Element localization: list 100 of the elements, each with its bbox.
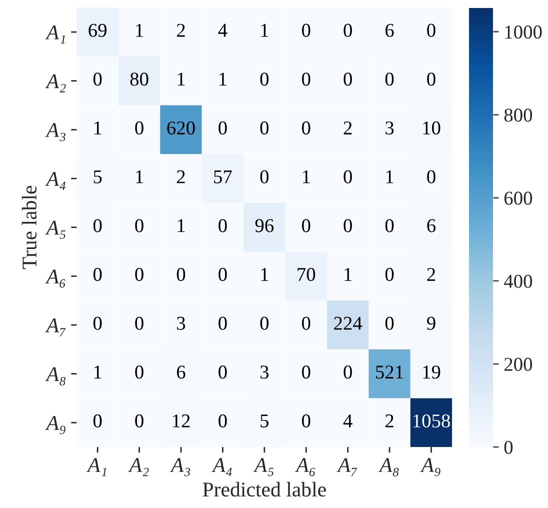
data-label: 0	[93, 72, 102, 86]
data-label: 1	[178, 219, 185, 232]
color-bar-label: 600	[504, 192, 532, 205]
data-label: 0	[93, 268, 102, 282]
y-tick-label: A₉	[45, 416, 66, 434]
y-tick-label: A₂	[45, 74, 66, 92]
data-label: 0	[93, 316, 102, 330]
color-bar-label: 400	[504, 274, 532, 288]
data-label: 0	[344, 24, 352, 37]
data-label: 0	[218, 121, 227, 135]
data-label: 2	[427, 268, 436, 281]
data-label: 0	[344, 219, 352, 232]
data-label: 0	[385, 72, 394, 86]
x-tick-label: A₆	[294, 458, 316, 476]
x-tick-label: A₈	[378, 458, 399, 476]
data-label: 12	[172, 414, 190, 428]
data-label: 6	[176, 366, 186, 379]
data-label: 1	[136, 170, 143, 184]
y-tick-label: A₄	[45, 172, 66, 190]
data-label: 4	[218, 24, 228, 37]
data-label: 0	[427, 24, 436, 37]
data-label: 620	[167, 121, 195, 135]
x-axis-title: Predicted lable	[202, 482, 326, 497]
data-label: 0	[135, 268, 144, 282]
data-label: 5	[94, 170, 102, 184]
data-label: 0	[260, 170, 269, 184]
data-label: 521	[376, 366, 403, 379]
x-tick-label: A₃	[170, 458, 190, 476]
y-tick-label: A₈	[45, 367, 66, 386]
data-label: 0	[302, 414, 310, 428]
color-bar-label: 800	[504, 108, 532, 122]
data-label: 0	[260, 72, 269, 86]
data-label: 224	[334, 316, 362, 330]
data-label: 0	[218, 366, 227, 379]
data-label: 0	[385, 316, 394, 330]
data-label: 0	[302, 72, 310, 86]
y-tick-label: A₅	[45, 220, 66, 239]
data-label: 69	[88, 24, 106, 37]
data-label: 0	[344, 72, 352, 86]
data-label: 0	[385, 268, 394, 282]
data-label: 0	[427, 170, 436, 184]
data-label: 1	[94, 122, 102, 134]
y-tick-label: A₁	[45, 26, 65, 44]
data-label: 1	[220, 72, 226, 86]
data-label: 9	[427, 316, 436, 330]
data-label: 1	[261, 24, 268, 37]
data-label: 1	[94, 366, 102, 378]
data-label: 0	[302, 24, 310, 37]
color-bar-label: 200	[504, 358, 532, 371]
data-label: 5	[260, 414, 269, 428]
data-label: 4	[343, 414, 352, 428]
x-tick-label: A₉	[420, 458, 440, 476]
data-label: 0	[135, 219, 144, 232]
y-tick-label: A₃	[45, 123, 66, 142]
data-label: 1	[344, 268, 352, 281]
data-label: 1	[261, 268, 268, 281]
data-label: 0	[93, 219, 102, 232]
data-label: 0	[176, 268, 186, 282]
x-tick-label: A₁	[86, 458, 106, 476]
data-label: 0	[135, 121, 144, 135]
data-label: 0	[218, 219, 227, 232]
data-label: 0	[302, 366, 310, 379]
data-label: 57	[214, 170, 232, 184]
data-label: 3	[177, 316, 186, 330]
data-label: 1	[136, 24, 143, 37]
data-label: 0	[344, 170, 352, 184]
data-label: 0	[218, 268, 227, 282]
data-label: 2	[176, 24, 185, 37]
data-label: 70	[298, 268, 316, 282]
data-label: 19	[423, 366, 440, 379]
data-label: 1	[178, 72, 185, 86]
data-label: 0	[260, 121, 269, 135]
x-tick-label: A₂	[128, 458, 149, 476]
data-label: 3	[386, 121, 394, 135]
data-label: 0	[135, 414, 144, 428]
data-label: 0	[344, 366, 352, 379]
data-label: 0	[218, 316, 227, 330]
data-label: 0	[302, 316, 310, 330]
data-label: 6	[386, 24, 394, 37]
data-label: 0	[93, 414, 102, 428]
data-label: 0	[302, 121, 310, 135]
data-label: 0	[135, 316, 144, 330]
y-tick-label: A₆	[45, 270, 66, 288]
data-label: 0	[135, 366, 144, 379]
data-label: 1	[386, 170, 394, 184]
data-label: 0	[218, 414, 227, 428]
data-label: 2	[344, 121, 352, 134]
y-axis-title: True lable	[22, 186, 37, 270]
data-label: 0	[260, 316, 269, 330]
x-tick-label: A₅	[253, 458, 274, 476]
data-label: 96	[255, 219, 274, 232]
y-tick-label: A₇	[45, 318, 66, 336]
color-bar-label: 1000	[505, 26, 542, 39]
data-label: 10	[423, 121, 440, 135]
x-tick-label: A₇	[336, 458, 358, 476]
data-label: 0	[302, 219, 310, 232]
data-label: 0	[427, 72, 436, 86]
color-bar-label: 0	[504, 440, 513, 454]
data-label: 1058	[414, 414, 450, 428]
data-label: 3	[260, 366, 269, 379]
